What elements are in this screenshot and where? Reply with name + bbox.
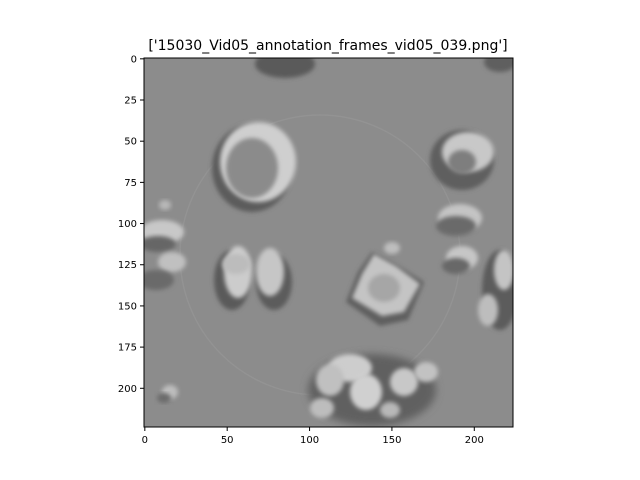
axes-frame (143, 57, 514, 428)
microscopy-image (144, 58, 513, 427)
y-tick-label: 200 (118, 384, 137, 395)
y-axis-ticks: 0 25 50 75 100 125 150 175 200 (118, 54, 144, 395)
x-tick-label: 50 (221, 435, 234, 446)
figure-title: ['15030_Vid05_annotation_frames_vid05_03… (148, 38, 507, 54)
cell-cluster-bottom (308, 354, 438, 426)
cell-crescent-right (256, 248, 292, 310)
cell-top-center (255, 58, 315, 78)
cell-crescent-left (214, 246, 252, 310)
x-tick-label: 100 (300, 435, 319, 446)
y-tick-label: 175 (118, 343, 137, 354)
cell-small-bottom-left (157, 385, 178, 403)
cell-left-edge (144, 200, 186, 290)
x-axis-ticks: 0 50 100 150 200 (142, 427, 484, 446)
cell-cluster-right-upper (430, 130, 494, 274)
y-tick-label: 100 (118, 219, 137, 230)
y-tick-label: 125 (118, 260, 137, 271)
x-tick-label: 150 (382, 435, 401, 446)
y-tick-label: 75 (124, 178, 137, 189)
cell-right-edge (478, 250, 513, 330)
y-tick-label: 50 (124, 137, 137, 148)
x-tick-label: 0 (142, 435, 148, 446)
cell-star-center (346, 242, 424, 326)
y-tick-label: 25 (124, 96, 137, 107)
x-tick-label: 200 (465, 435, 484, 446)
cell-top-right (484, 58, 513, 72)
y-tick-label: 150 (118, 301, 137, 312)
cell-ring-large (212, 122, 296, 212)
y-tick-label: 0 (131, 54, 137, 65)
